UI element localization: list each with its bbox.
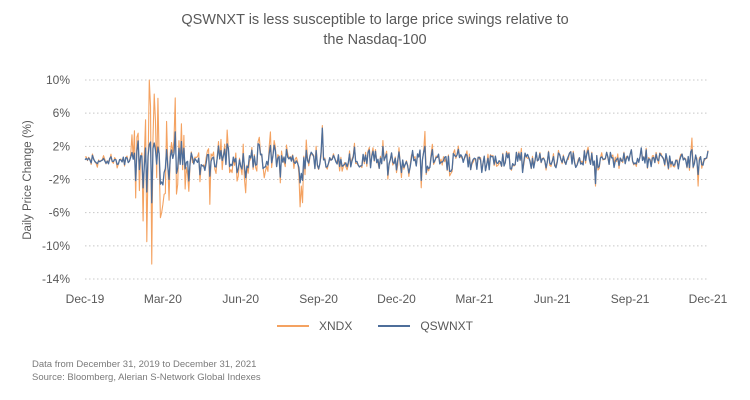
legend-item-xndx: XNDX [276, 319, 353, 333]
gridlines [85, 79, 708, 280]
legend: XNDX QSWNXT [0, 319, 750, 333]
x-tick-label: Dec-21 [689, 292, 728, 306]
legend-swatch-qswnxt [378, 325, 411, 327]
y-axis-ticks: 10% 6% 2% -2% -6% -10% -14% [42, 73, 70, 286]
footnote-source: Source: Bloomberg, Alerian S-Network Glo… [32, 372, 261, 383]
y-tick-label: -6% [49, 206, 71, 220]
y-tick-label: 10% [46, 73, 70, 87]
x-tick-label: Sep-21 [611, 292, 650, 306]
x-tick-label: Jun-20 [222, 292, 259, 306]
y-tick-label: 6% [53, 106, 71, 120]
x-tick-label: Mar-21 [455, 292, 493, 306]
x-tick-label: Sep-20 [299, 292, 338, 306]
footnote-date-range: Data from December 31, 2019 to December … [32, 359, 257, 370]
x-tick-label: Jun-21 [534, 292, 571, 306]
series-line-qswnxt [84, 127, 709, 204]
chart-title: QSWNXT is less susceptible to large pric… [0, 10, 750, 50]
chart-title-line-1: QSWNXT is less susceptible to large pric… [181, 12, 569, 28]
legend-item-qswnxt: QSWNXT [378, 319, 473, 333]
y-tick-label: -10% [42, 239, 70, 253]
legend-swatch-xndx [276, 325, 309, 327]
legend-label-qswnxt: QSWNXT [420, 319, 473, 333]
x-tick-label: Dec-20 [377, 292, 416, 306]
y-tick-label: -14% [42, 272, 70, 286]
footnotes: Data from December 31, 2019 to December … [32, 358, 261, 384]
legend-label-xndx: XNDX [318, 319, 353, 333]
series-lines [84, 79, 709, 265]
y-tick-label: 2% [53, 139, 71, 153]
x-tick-label: Mar-20 [144, 292, 182, 306]
y-axis-label: Daily Price Change (%) [22, 120, 34, 240]
chart-title-line-2: the Nasdaq-100 [323, 32, 427, 48]
y-tick-label: -2% [49, 173, 71, 187]
x-axis-ticks: Dec-19 Mar-20 Jun-20 Sep-20 Dec-20 Mar-21 Jun-… [66, 292, 728, 306]
x-tick-label: Dec-19 [66, 292, 105, 306]
series-line-xndx [84, 79, 709, 265]
